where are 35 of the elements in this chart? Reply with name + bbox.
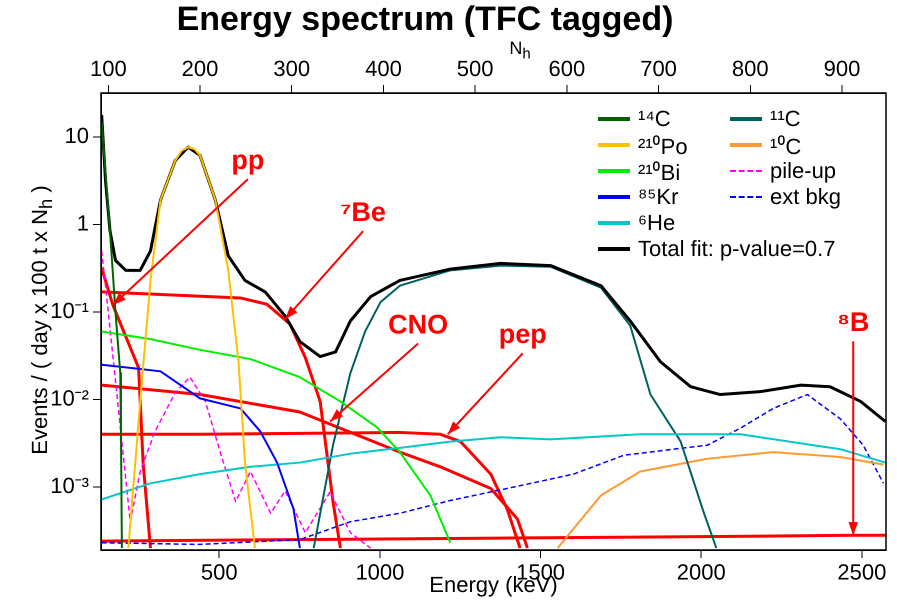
x2-tick-label: 100 [90,56,127,81]
legend-label: ext bkg [770,184,841,210]
x-tick-label: 2000 [676,559,726,584]
x2-tick-label: 700 [640,56,677,81]
x2-tick-label: 600 [548,56,586,81]
y-tick-label: 10 [64,123,89,148]
legend-label: ¹⁰C [770,133,802,160]
annotation: ⁸B [837,307,870,338]
y-tick-label: 10⁻³ [50,472,89,498]
y-tick-label: 10⁻¹ [50,298,89,324]
chart-title: Energy spectrum (TFC tagged) [176,0,674,39]
x2-axis-title: N$_{h}$ [508,38,532,63]
x-tick-label: 1000 [355,559,404,584]
x-tick-label: 500 [200,559,238,584]
legend-label: ⁶He [638,210,676,236]
legend-label: ¹¹C [770,106,801,132]
annotation: pep [498,319,547,350]
y-tick-label: 1 [76,210,89,236]
annotation: CNO [388,309,448,340]
x2-tick-label: 900 [824,56,860,81]
legend-label: ⁸⁵Kr [638,184,678,210]
annotation: ⁷Be [340,197,386,228]
legend-label: Total fit: p-value=0.7 [638,236,836,262]
legend-label: pile-up [770,158,836,184]
annotation: pp [231,145,264,176]
legend-label: ²¹⁰Bi [638,160,680,185]
x2-tick-label: 300 [273,56,310,81]
x2-tick-label: 200 [182,56,218,81]
y-tick-label: 10⁻² [50,386,89,411]
x2-tick-label: 800 [732,56,769,81]
legend-label: ²¹⁰Po [638,133,688,160]
x2-tick-label: 500 [456,56,494,81]
x-tick-label: 2500 [837,559,886,584]
legend-label: ¹⁴C [638,106,671,132]
x2-tick-label: 400 [365,56,402,81]
